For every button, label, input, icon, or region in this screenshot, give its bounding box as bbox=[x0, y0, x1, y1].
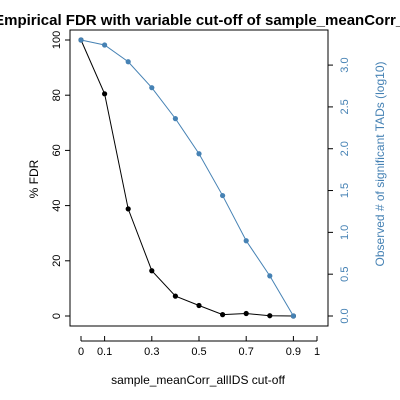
tads-series-point bbox=[220, 192, 226, 199]
y-tick-label-right: 3.0 bbox=[339, 57, 351, 72]
y-axis-label-left: % FDR bbox=[27, 159, 41, 198]
y-tick-label-right: 2.5 bbox=[339, 99, 351, 114]
tads-series-point bbox=[290, 313, 296, 319]
x-tick-label: 0.9 bbox=[286, 346, 301, 358]
x-axis: 0 0.1 0.3 0.5 0.7 0.9 1 bbox=[78, 336, 320, 358]
y-tick-label-left: 100 bbox=[51, 31, 63, 49]
x-tick-label: 0.5 bbox=[191, 346, 206, 358]
y-tick-label-right: 0.0 bbox=[339, 308, 351, 323]
tads-series-point bbox=[102, 42, 108, 48]
tads-series-point bbox=[196, 151, 202, 157]
x-tick-label: 0.7 bbox=[239, 346, 254, 358]
plot-frame bbox=[69, 29, 329, 327]
x-tick-label: 0 bbox=[78, 346, 84, 358]
y-tick-label-left: 40 bbox=[51, 199, 63, 211]
y-tick-label-left: 20 bbox=[51, 255, 63, 267]
fdr-series-point bbox=[220, 312, 226, 318]
tads-series-point bbox=[125, 59, 131, 65]
fdr-series-point bbox=[149, 268, 155, 274]
fdr-series-point bbox=[125, 206, 131, 212]
y-axis-label-right: Observed # of significant TADs (log10) bbox=[373, 62, 387, 267]
chart-title: Empirical FDR with variable cut-off of s… bbox=[0, 12, 400, 29]
fdr-series-line bbox=[80, 39, 294, 317]
tads-series-point bbox=[243, 238, 249, 244]
x-tick-label: 0.1 bbox=[97, 346, 112, 358]
fdr-series-point bbox=[267, 313, 273, 319]
fdr-series-point bbox=[243, 310, 249, 317]
fdr-series-point bbox=[196, 302, 202, 309]
series-layer bbox=[78, 37, 296, 319]
y-axis-right: 0.0 0.5 1.0 1.5 2.0 2.5 3.0 bbox=[328, 57, 351, 324]
tads-series-point bbox=[149, 85, 155, 91]
x-axis-label: sample_meanCorr_allIDS cut-off bbox=[111, 373, 286, 387]
y-axis-left: 0 20 40 60 80 100 bbox=[51, 31, 70, 319]
y-tick-label-left: 0 bbox=[51, 313, 63, 319]
y-tick-label-right: 1.0 bbox=[339, 225, 351, 240]
y-tick-label-left: 60 bbox=[51, 144, 63, 156]
y-tick-label-right: 1.5 bbox=[339, 183, 351, 198]
tads-series-line bbox=[80, 39, 294, 317]
tads-series-point bbox=[78, 37, 84, 43]
tads-series-point bbox=[267, 273, 273, 279]
y-tick-label-right: 0.5 bbox=[339, 267, 351, 282]
x-tick-label: 1 bbox=[314, 346, 320, 358]
y-tick-label-right: 2.0 bbox=[339, 141, 351, 156]
x-tick-label: 0.3 bbox=[144, 346, 159, 358]
fdr-series-point bbox=[102, 91, 108, 97]
tads-series-point bbox=[172, 116, 178, 122]
y-tick-label-left: 80 bbox=[51, 89, 63, 101]
fdr-series-point bbox=[172, 293, 178, 299]
